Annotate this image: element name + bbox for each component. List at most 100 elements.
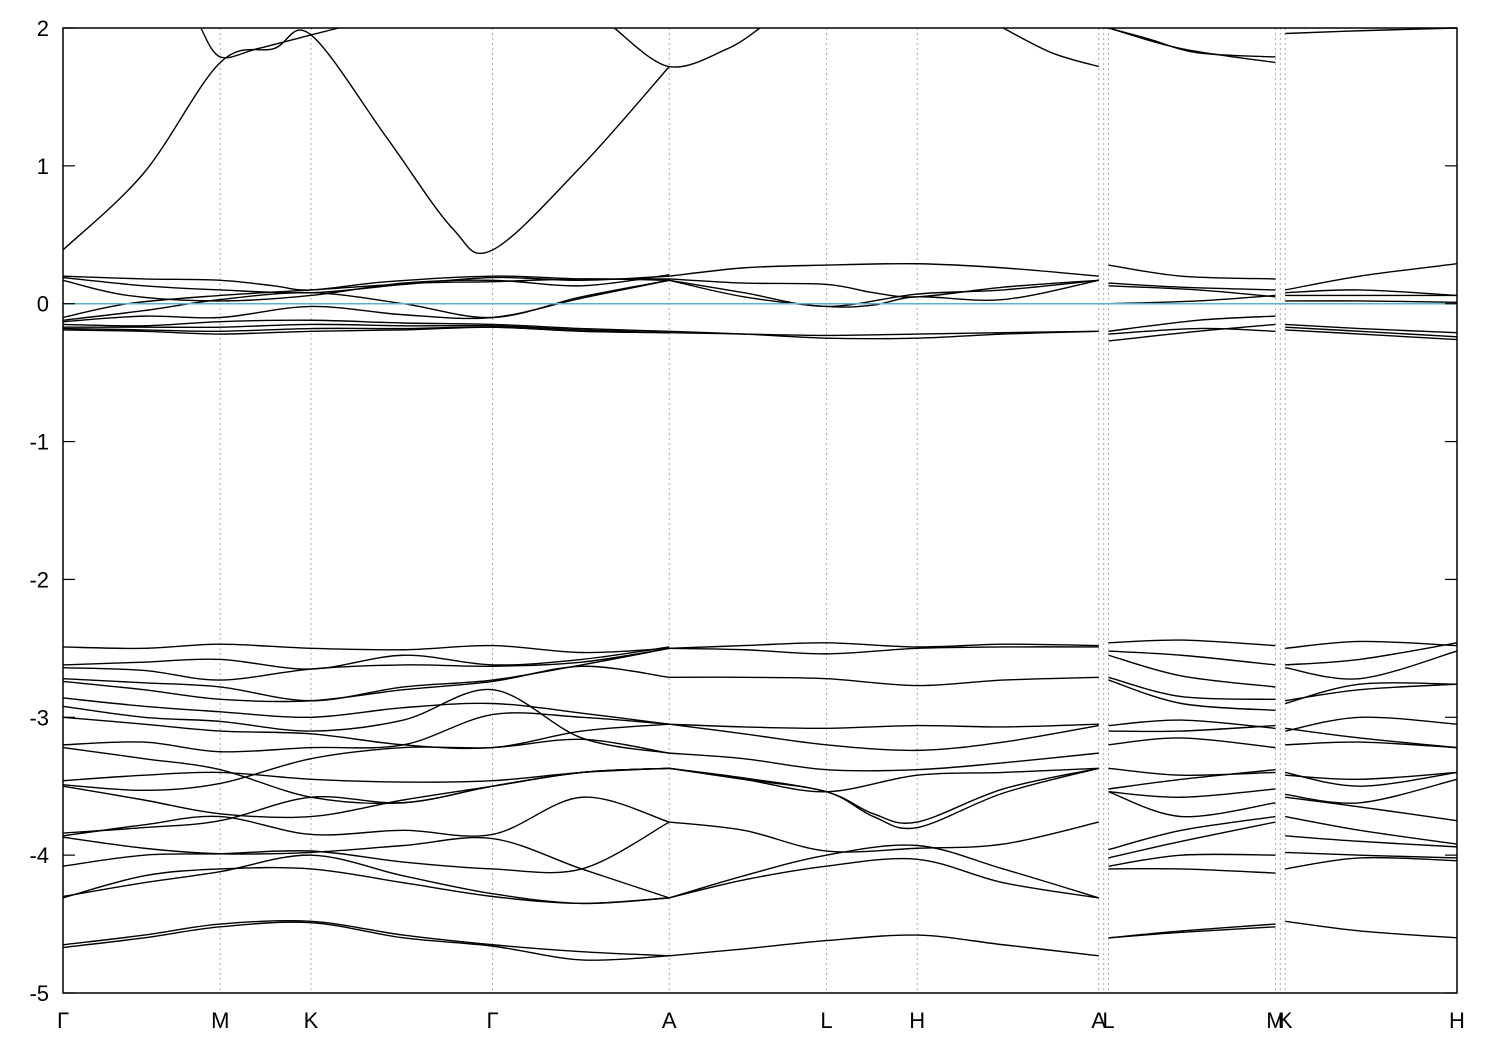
band-line-96 bbox=[1285, 741, 1458, 749]
band-line-47 bbox=[62, 767, 670, 783]
band-line-102 bbox=[1285, 835, 1458, 848]
band-line-18 bbox=[669, 278, 1099, 298]
band-line-36 bbox=[1285, 329, 1458, 341]
band-line-63 bbox=[669, 752, 1099, 772]
band-line-66 bbox=[669, 767, 1099, 824]
band-line-56 bbox=[62, 919, 670, 957]
band-line-28 bbox=[1108, 323, 1276, 342]
band-line-13 bbox=[62, 319, 670, 332]
band-line-20 bbox=[669, 279, 1099, 308]
x-kpoint-label: M bbox=[211, 1008, 229, 1033]
band-line-23 bbox=[1108, 264, 1276, 280]
x-kpoint-label: K bbox=[304, 1008, 319, 1033]
plot-frame bbox=[62, 27, 1458, 994]
band-line-84 bbox=[1108, 821, 1276, 859]
band-line-43 bbox=[62, 688, 670, 754]
band-line-101 bbox=[1285, 815, 1458, 845]
band-line-4 bbox=[1108, 27, 1276, 58]
band-line-55 bbox=[62, 866, 670, 905]
band-line-25 bbox=[1108, 285, 1276, 298]
band-line-89 bbox=[1285, 640, 1458, 650]
band-line-38 bbox=[62, 646, 670, 670]
band-line-69 bbox=[669, 857, 1099, 899]
x-kpoint-label: H bbox=[909, 1008, 925, 1033]
band-line-40 bbox=[62, 647, 670, 702]
x-kpoint-label: A bbox=[1091, 1008, 1106, 1033]
band-line-16 bbox=[62, 326, 670, 335]
band-line-52 bbox=[62, 836, 670, 899]
band-line-41 bbox=[62, 665, 670, 703]
band-line-62 bbox=[669, 723, 1099, 752]
band-line-6 bbox=[1285, 27, 1458, 35]
band-line-34 bbox=[1285, 323, 1458, 334]
band-line-95 bbox=[1285, 727, 1458, 749]
band-line-85 bbox=[1108, 853, 1276, 867]
band-line-30 bbox=[1285, 263, 1458, 291]
band-line-51 bbox=[62, 796, 670, 837]
band-line-98 bbox=[1285, 771, 1458, 781]
y-tick-label: 1 bbox=[37, 154, 49, 179]
band-line-82 bbox=[1108, 791, 1276, 818]
band-line-64 bbox=[669, 767, 1099, 793]
x-kpoint-label: L bbox=[820, 1008, 832, 1033]
band-line-14 bbox=[63, 323, 670, 334]
band-line-79 bbox=[1108, 767, 1276, 776]
band-line-103 bbox=[1285, 851, 1458, 859]
band-line-100 bbox=[1285, 796, 1458, 822]
band-line-44 bbox=[62, 716, 670, 750]
band-line-9 bbox=[62, 274, 670, 302]
band-line-90 bbox=[1285, 642, 1458, 666]
band-line-88 bbox=[1108, 926, 1276, 939]
x-axis-labels: Γ M K Γ A L H AL MK H bbox=[57, 1008, 1465, 1033]
band-line-76 bbox=[1108, 719, 1276, 730]
band-line-53 bbox=[62, 821, 670, 874]
band-line-59 bbox=[669, 646, 1099, 655]
band-line-31 bbox=[1285, 289, 1458, 297]
band-line-5 bbox=[1108, 27, 1276, 64]
band-line-71 bbox=[1108, 639, 1276, 647]
band-line-83 bbox=[1108, 815, 1276, 851]
band-line-35 bbox=[1285, 326, 1458, 338]
y-tick-label: -2 bbox=[29, 567, 49, 592]
band-line-78 bbox=[1108, 737, 1276, 749]
band-line-45 bbox=[62, 712, 670, 753]
x-kpoint-label: Γ bbox=[486, 1008, 498, 1033]
band-line-104 bbox=[1285, 856, 1458, 870]
band-line-0 bbox=[62, 29, 670, 255]
band-line-93 bbox=[1285, 682, 1458, 705]
band-line-1 bbox=[200, 27, 339, 59]
band-line-67 bbox=[669, 821, 1099, 853]
band-line-94 bbox=[1285, 716, 1458, 732]
y-tick-label: -3 bbox=[29, 705, 49, 730]
band-line-11 bbox=[62, 279, 670, 321]
band-line-77 bbox=[1108, 724, 1276, 733]
y-tick-label: -5 bbox=[29, 981, 49, 1006]
band-line-19 bbox=[669, 279, 1099, 308]
x-kpoint-label: H bbox=[1449, 1008, 1465, 1033]
band-line-17 bbox=[669, 262, 1099, 277]
x-kpoint-label: L bbox=[1102, 1008, 1114, 1033]
y-tick-label: -1 bbox=[29, 430, 49, 455]
band-line-91 bbox=[1285, 650, 1458, 680]
band-line-33 bbox=[1285, 300, 1458, 304]
band-line-50 bbox=[62, 767, 670, 834]
band-line-49 bbox=[62, 767, 670, 819]
band-line-75 bbox=[1108, 679, 1276, 712]
band-line-48 bbox=[62, 738, 670, 792]
y-axis-ticks: 2 1 0 -1 -2 -3 -4 -5 bbox=[29, 16, 1457, 1006]
band-line-99 bbox=[1285, 778, 1458, 804]
bands-layer bbox=[62, 27, 1458, 961]
band-line-39 bbox=[62, 647, 670, 681]
band-line-73 bbox=[1108, 654, 1276, 688]
band-line-92 bbox=[1285, 683, 1458, 702]
band-line-46 bbox=[62, 746, 670, 805]
x-kpoint-label: Γ bbox=[57, 1008, 69, 1033]
band-line-24 bbox=[1108, 282, 1276, 291]
band-line-58 bbox=[669, 642, 1099, 650]
band-line-86 bbox=[1108, 867, 1276, 874]
band-line-27 bbox=[1108, 315, 1276, 332]
band-line-22 bbox=[669, 330, 1099, 337]
band-line-42 bbox=[62, 697, 670, 725]
band-line-26 bbox=[1108, 294, 1276, 305]
